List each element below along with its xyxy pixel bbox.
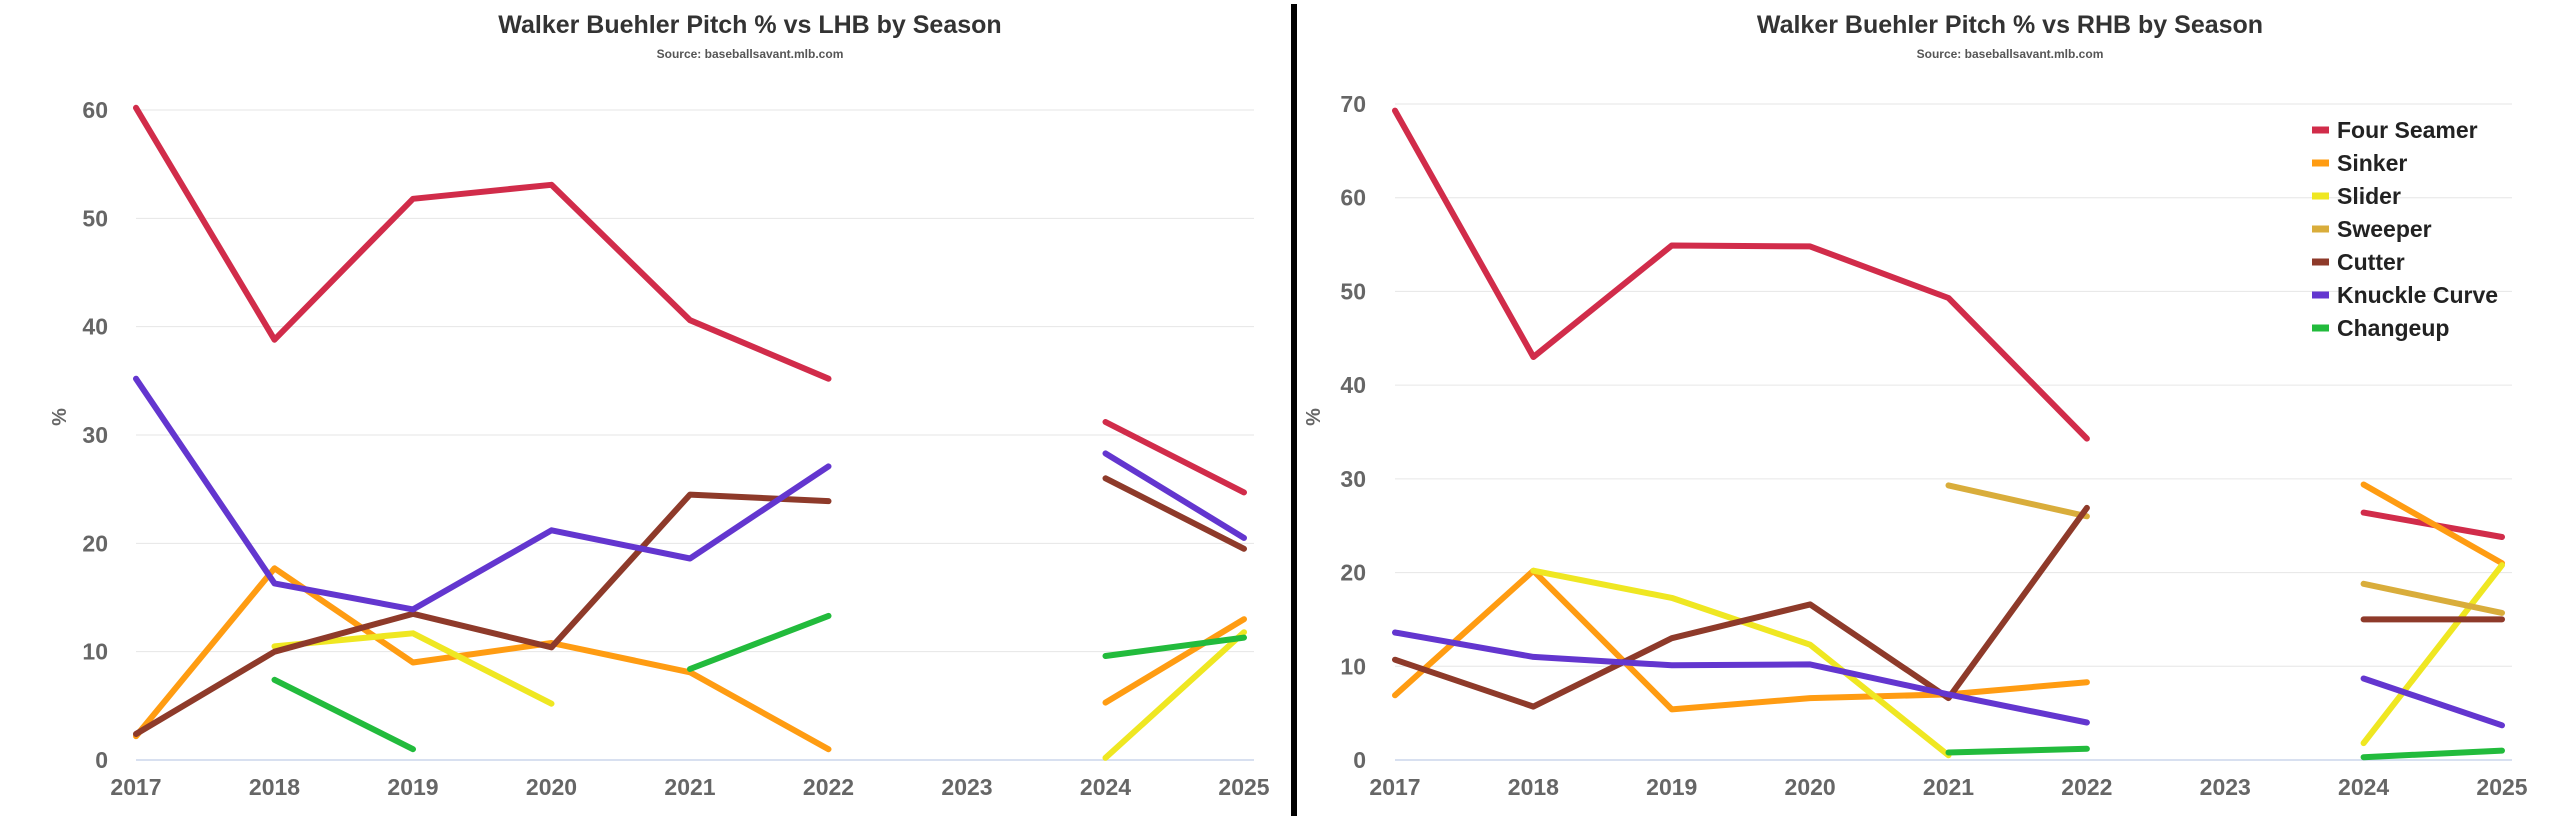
series-line-four-seamer: [1102, 419, 1247, 496]
chart-title: Walker Buehler Pitch % vs RHB by Season: [1757, 11, 2263, 39]
y-tick-label: 0: [95, 747, 108, 773]
x-tick-label: 2025: [1218, 774, 1269, 800]
x-tick-label: 2025: [2476, 774, 2527, 800]
series-line-sweeper: [1945, 482, 2090, 520]
series-line-slider: [1102, 629, 1247, 761]
y-axis-label: %: [49, 408, 71, 426]
series-lines: [1392, 107, 2505, 761]
x-tick-label: 2017: [1369, 774, 1420, 800]
chart-subtitle: Source: baseballsavant.mlb.com: [1917, 47, 2104, 61]
legend-label-knuckle-curve: Knuckle Curve: [2337, 282, 2498, 308]
x-tick-label: 2024: [1080, 774, 1131, 800]
y-tick-label: 60: [82, 97, 108, 123]
y-tick-label: 10: [1340, 653, 1366, 679]
x-tick-label: 2019: [387, 774, 438, 800]
x-tick-label: 2021: [664, 774, 715, 800]
series-line-sinker: [1392, 567, 2090, 713]
series-line-sinker: [1102, 616, 1247, 706]
series-line-sinker: [2360, 481, 2505, 567]
x-tick-label: 2018: [1508, 774, 1559, 800]
legend-label-sweeper: Sweeper: [2337, 216, 2432, 242]
series-line-knuckle-curve: [1102, 450, 1247, 541]
gridlines: [1395, 103, 2512, 667]
y-axis-label: %: [1303, 408, 1325, 426]
series-line-changeup: [687, 612, 832, 672]
chart-subtitle: Source: baseballsavant.mlb.com: [657, 47, 844, 61]
y-tick-label: 40: [1340, 372, 1366, 398]
series-line-sinker: [133, 565, 832, 753]
x-axis-ticks: 2017 2018 2019 2020 2021 2022 2023 2024 2025: [1369, 774, 2527, 800]
legend-label-four-seamer: Four Seamer: [2337, 117, 2478, 143]
series-line-four-seamer: [1392, 107, 2090, 442]
series-line-slider: [2360, 562, 2505, 747]
y-tick-label: 0: [1353, 747, 1366, 773]
series-line-cutter: [1392, 504, 2090, 710]
y-tick-label: 50: [1340, 278, 1366, 304]
y-axis-ticks: 0 10 20 30 40 50 60: [82, 97, 108, 773]
rhb-chart: Walker Buehler Pitch % vs RHB by Season …: [1303, 11, 2528, 800]
gridlines: [136, 109, 1254, 653]
x-tick-label: 2019: [1646, 774, 1697, 800]
series-line-cutter: [133, 491, 832, 737]
y-axis-ticks: 0 10 20 30 40 50 60 70: [1340, 91, 1366, 773]
legend-label-sinker: Sinker: [2337, 150, 2407, 176]
y-tick-label: 50: [82, 205, 108, 231]
series-line-cutter: [1102, 475, 1247, 552]
x-tick-label: 2017: [110, 774, 161, 800]
legend: Four Seamer Sinker Slider Sweeper Cutter Knuc…: [2312, 117, 2498, 341]
y-tick-label: 60: [1340, 185, 1366, 211]
y-tick-label: 30: [1340, 466, 1366, 492]
x-tick-label: 2020: [526, 774, 577, 800]
x-tick-label: 2022: [803, 774, 854, 800]
series-line-sweeper: [2360, 580, 2505, 616]
lhb-chart: Walker Buehler Pitch % vs LHB by Season …: [49, 11, 1270, 800]
x-tick-label: 2022: [2061, 774, 2112, 800]
series-line-changeup: [2360, 747, 2505, 761]
legend-label-slider: Slider: [2337, 183, 2401, 209]
y-tick-label: 20: [1340, 560, 1366, 586]
series-line-knuckle-curve: [1392, 629, 2090, 726]
series-line-changeup: [1945, 745, 2090, 756]
x-tick-label: 2020: [1785, 774, 1836, 800]
legend-label-cutter: Cutter: [2337, 249, 2405, 275]
series-lines: [133, 104, 1247, 761]
legend-label-changeup: Changeup: [2337, 315, 2449, 341]
series-line-changeup: [1102, 634, 1247, 659]
x-axis-ticks: 2017 2018 2019 2020 2021 2022 2023 2024 2025: [110, 774, 1269, 800]
series-line-four-seamer: [133, 104, 832, 382]
y-tick-label: 40: [82, 314, 108, 340]
y-tick-label: 20: [82, 530, 108, 556]
x-tick-label: 2024: [2338, 774, 2389, 800]
x-tick-label: 2021: [1923, 774, 1974, 800]
x-tick-label: 2023: [2200, 774, 2251, 800]
series-line-changeup: [271, 676, 416, 753]
series-line-knuckle-curve: [133, 375, 832, 613]
y-tick-label: 70: [1340, 91, 1366, 117]
y-tick-label: 30: [82, 422, 108, 448]
x-tick-label: 2018: [249, 774, 300, 800]
series-line-knuckle-curve: [2360, 675, 2505, 729]
y-tick-label: 10: [82, 639, 108, 665]
x-tick-label: 2023: [941, 774, 992, 800]
chart-title: Walker Buehler Pitch % vs LHB by Season: [498, 11, 1001, 39]
